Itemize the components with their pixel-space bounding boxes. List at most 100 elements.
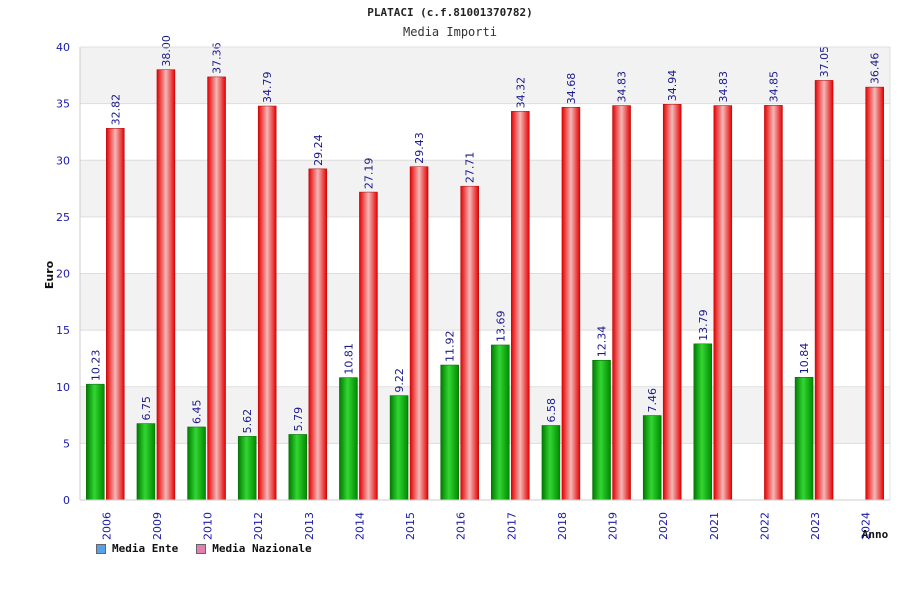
bar-value-label: 12.34: [596, 326, 609, 358]
x-axis-label: Anno: [862, 528, 889, 541]
bar-media-ente: [187, 426, 206, 501]
bar-value-label: 10.84: [798, 343, 811, 375]
bar-value-label: 29.24: [312, 134, 325, 166]
y-tick-label: 15: [56, 324, 70, 337]
y-tick-label: 5: [63, 437, 70, 450]
bar-value-label: 10.81: [342, 343, 355, 375]
bar-value-label: 9.22: [393, 368, 406, 393]
bar-media-nazionale: [713, 105, 733, 501]
bar-value-label: 37.05: [818, 46, 831, 78]
bar-media-ente: [491, 344, 510, 501]
bar-media-ente: [136, 423, 156, 501]
x-tick-label: 2023: [809, 512, 822, 540]
legend-label-media-nazionale: Media Nazionale: [212, 542, 312, 555]
bar-value-label: 5.79: [292, 407, 305, 432]
legend: Media Ente Media Nazionale: [96, 542, 324, 555]
bar-media-nazionale: [106, 128, 125, 501]
legend-swatch-media-ente: [96, 543, 106, 554]
x-tick-label: 2015: [404, 512, 417, 540]
bar-value-label: 6.75: [140, 396, 153, 421]
bar-media-nazionale: [662, 104, 682, 501]
bar-value-label: 13.79: [697, 309, 710, 341]
y-tick-label: 20: [56, 268, 70, 281]
legend-swatch-media-nazionale: [196, 543, 207, 554]
bar-value-label: 7.46: [646, 388, 659, 413]
bar-value-label: 10.23: [89, 350, 102, 382]
y-tick-label: 30: [56, 154, 70, 167]
legend-item-media-nazionale: Media Nazionale: [196, 542, 312, 555]
bar-labels: 10.23 32.82 6.75 38.00 6.45 37.36 5.62 34.79 5.7…: [89, 35, 881, 433]
bar-value-label: 6.58: [545, 398, 558, 423]
bar-value-label: 37.36: [211, 42, 224, 74]
bar-value-label: 34.32: [514, 77, 527, 109]
legend-item-media-ente: Media Ente: [96, 542, 178, 555]
bar-media-nazionale: [359, 191, 378, 501]
y-tick-label: 25: [56, 211, 70, 224]
bar-value-label: 34.68: [565, 73, 578, 105]
bar-value-label: 11.92: [444, 331, 457, 363]
x-tick-label: 2021: [708, 512, 721, 540]
bars: [86, 69, 884, 501]
x-tick-label: 2022: [758, 512, 771, 540]
bar-value-label: 27.19: [362, 158, 375, 190]
x-tick-label: 2024: [860, 512, 873, 540]
y-tick-label: 0: [63, 494, 70, 507]
bar-media-nazionale: [865, 86, 884, 501]
bar-value-label: 32.82: [109, 94, 122, 126]
x-tick-label: 2012: [252, 512, 265, 540]
bar-value-label: 34.94: [666, 70, 679, 102]
bar-media-nazionale: [612, 105, 631, 501]
bar-media-nazionale: [257, 105, 277, 501]
bar-media-nazionale: [764, 105, 783, 501]
axes: 0 5 10 15 20 25 30 35 40 2006 2009 2010 2012 2013 2014…: [56, 41, 891, 540]
bar-value-label: 36.46: [869, 53, 882, 85]
bar-value-label: 6.45: [191, 399, 204, 424]
bar-media-ente: [237, 436, 257, 501]
bar-media-ente: [389, 395, 409, 501]
bar-media-nazionale: [460, 185, 479, 501]
y-tick-label: 10: [56, 381, 70, 394]
x-tick-label: 2010: [202, 512, 215, 540]
bar-media-nazionale: [308, 168, 328, 501]
bar-value-label: 38.00: [160, 35, 173, 67]
bar-media-ente: [339, 377, 358, 501]
bar-value-label: 34.79: [261, 72, 274, 104]
x-tick-label: 2017: [505, 512, 518, 540]
x-tick-label: 2018: [556, 512, 569, 540]
x-tick-label: 2016: [455, 512, 468, 540]
bar-media-ente: [86, 383, 105, 501]
bar-value-label: 27.71: [464, 152, 477, 184]
bar-value-label: 34.85: [767, 71, 780, 103]
bar-media-nazionale: [207, 76, 226, 501]
y-tick-label: 40: [56, 41, 70, 54]
y-tick-label: 35: [56, 98, 70, 111]
x-tick-label: 2009: [151, 512, 164, 540]
bar-media-ente: [794, 376, 814, 501]
bar-value-label: 34.83: [717, 71, 730, 103]
x-tick-label: 2020: [657, 512, 670, 540]
bar-media-ente: [693, 343, 713, 501]
chart-subtitle: Media Importi: [403, 25, 497, 39]
x-tick-label: 2014: [353, 512, 366, 540]
bar-media-ente: [642, 415, 662, 501]
y-axis-label: Euro: [43, 260, 56, 289]
x-tick-label: 2013: [303, 512, 316, 540]
x-tick-label: 2019: [607, 512, 620, 540]
bar-media-nazionale: [814, 80, 834, 501]
bar-value-label: 34.83: [616, 71, 629, 103]
x-tick-label: 2006: [100, 512, 113, 540]
legend-label-media-ente: Media Ente: [112, 542, 179, 555]
bar-media-ente: [288, 434, 308, 501]
bar-media-ente: [541, 425, 561, 501]
bar-media-nazionale: [156, 69, 176, 501]
bar-media-nazionale: [409, 166, 429, 501]
bar-value-label: 13.69: [494, 310, 507, 342]
chart-title: PLATACI (c.f.81001370782): [367, 6, 533, 19]
bar-value-label: 29.43: [413, 132, 426, 164]
bar-value-label: 5.62: [241, 409, 254, 434]
bar-media-nazionale: [511, 111, 530, 501]
bar-media-ente: [440, 364, 459, 501]
bar-media-nazionale: [561, 106, 581, 501]
bar-media-ente: [592, 359, 611, 501]
